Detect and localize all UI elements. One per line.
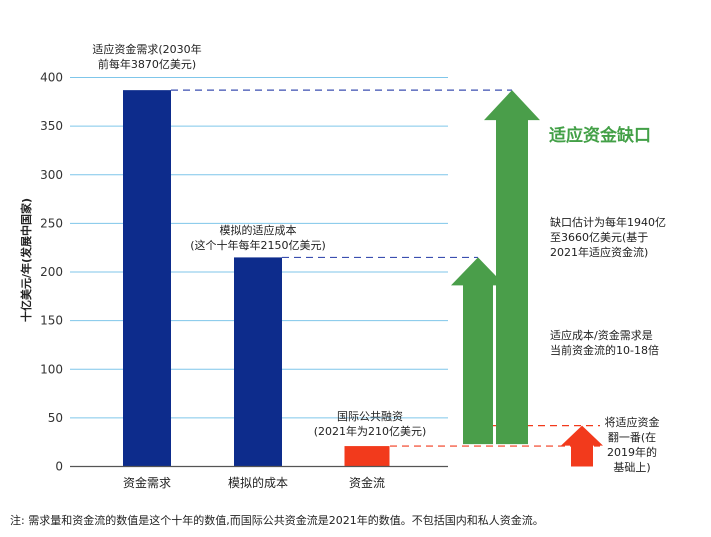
bar-annotation-1-line-2: 前每年3870亿美元) [98,57,196,71]
footnote: 注: 需求量和资金流的数值是这个十年的数值,而国际公共资金流是2021年的数值。… [10,513,544,527]
cost-multiple-note-line-2: 当前资金流的10-18倍 [550,343,659,357]
bar-annotation-2-line-2: (这个十年每年2150亿美元) [190,238,326,252]
category-label-3: 资金流 [349,475,385,490]
category-label-1: 资金需求 [123,475,171,490]
gap-arrow-needs [484,90,540,445]
bar-annotation-1-line-1: 适应资金需求(2030年 [92,42,201,56]
bar-annotation-3-line-1: 国际公共融资 [337,410,403,423]
y-tick-300: 300 [40,168,63,182]
gap-title: 适应资金缺口 [549,125,651,146]
reference-lines [171,89,600,447]
y-tick-100: 100 [40,362,63,376]
doubling-arrow [561,425,603,467]
doubling-note-line-1: 将适应资金 [605,415,660,429]
cost-multiple-note-line-1: 适应成本/资金需求是 [550,328,653,342]
y-tick-50: 50 [48,411,63,425]
y-axis-ticks: 0 50 100 150 200 250 300 350 400 [40,71,63,474]
bar-3 [344,446,390,467]
y-tick-350: 350 [40,119,63,133]
gap-estimate-note-line-3: 2021年适应资金流) [550,245,648,259]
gap-arrow-costs [451,257,505,445]
doubling-note-line-2: 翻一番(在 [608,430,656,444]
y-tick-400: 400 [40,71,63,85]
y-tick-0: 0 [55,460,63,474]
doubling-note-line-4: 基础上) [613,461,650,474]
gap-arrows [451,90,603,467]
category-labels: 资金需求 模拟的成本 资金流 [123,475,385,490]
y-tick-200: 200 [40,265,63,279]
gap-estimate-note-line-2: 至3660亿美元(基于 [550,231,648,244]
bar-2 [234,257,282,467]
bar-annotation-3-line-2: (2021年为210亿美元) [314,424,427,438]
bar-annotation-2-line-1: 模拟的适应成本 [220,223,297,237]
doubling-note-line-3: 2019年的 [607,445,657,459]
bar-1 [123,90,171,467]
y-axis-label: 十亿美元/年(发展中国家) [19,198,33,322]
y-tick-150: 150 [40,314,63,328]
y-tick-250: 250 [40,216,63,230]
bars [123,90,390,467]
gap-estimate-note-line-1: 缺口估计为每年1940亿 [550,215,666,229]
category-label-2: 模拟的成本 [228,475,288,490]
